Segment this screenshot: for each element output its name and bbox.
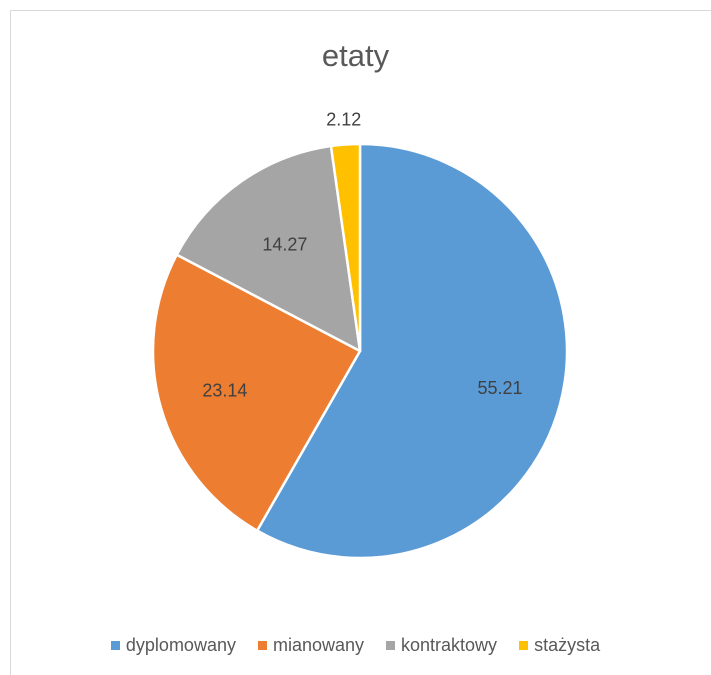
data-label-1: 23.14 [202,380,247,400]
pie-slice-kontraktowy [175,144,362,353]
legend-item-dyplomowany: dyplomowany [110,635,236,656]
legend-swatch-dyplomowany [110,641,120,650]
pie-slice-dyplomowany [255,142,569,560]
legend-item-kontraktowy: kontraktowy [386,635,497,656]
pie-slice-stazysta [329,142,362,353]
legend-swatch-stazysta [519,641,529,650]
pie-slices [151,142,569,560]
data-label-0: 55.21 [478,378,523,398]
legend-item-mianowany: mianowany [257,635,365,656]
legend-swatch-mianowany [257,641,267,650]
chart-legend: dyplomowany mianowany kontraktowy stażys… [0,635,711,656]
legend-swatch-kontraktowy [386,641,396,650]
legend-label-stazysta: stażysta [534,635,601,655]
pie-slice-mianowany [151,253,362,532]
legend-label-dyplomowany: dyplomowany [125,635,236,655]
legend-label-kontraktowy: kontraktowy [401,635,498,655]
data-label-2: 14.27 [262,234,307,254]
pie-data-labels: 55.21 23.14 14.27 2.12 [202,110,522,401]
chart-title: etaty [321,38,390,73]
data-label-3: 2.12 [326,110,361,130]
legend-label-mianowany: mianowany [272,635,365,655]
legend-item-stazysta: stażysta [519,635,600,656]
